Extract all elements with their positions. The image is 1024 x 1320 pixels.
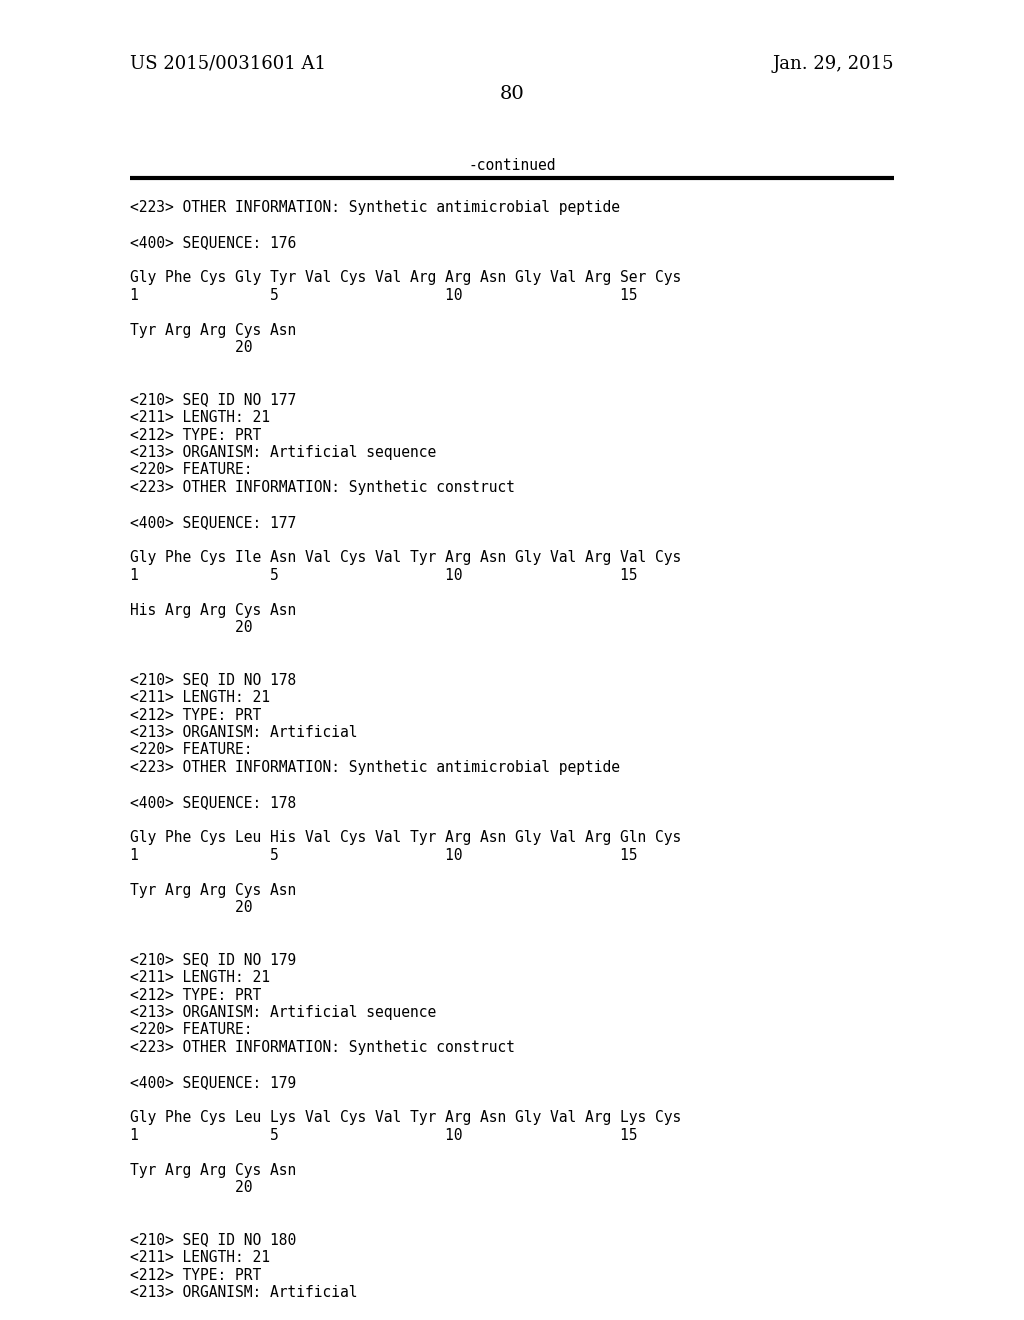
Text: 1               5                   10                  15: 1 5 10 15 (130, 1127, 638, 1143)
Text: <210> SEQ ID NO 180: <210> SEQ ID NO 180 (130, 1233, 296, 1247)
Text: Tyr Arg Arg Cys Asn: Tyr Arg Arg Cys Asn (130, 1163, 296, 1177)
Text: <211> LENGTH: 21: <211> LENGTH: 21 (130, 690, 270, 705)
Text: <400> SEQUENCE: 178: <400> SEQUENCE: 178 (130, 795, 296, 810)
Text: Gly Phe Cys Leu Lys Val Cys Val Tyr Arg Asn Gly Val Arg Lys Cys: Gly Phe Cys Leu Lys Val Cys Val Tyr Arg … (130, 1110, 681, 1125)
Text: 20: 20 (130, 1180, 253, 1195)
Text: 1               5                   10                  15: 1 5 10 15 (130, 847, 638, 862)
Text: Gly Phe Cys Leu His Val Cys Val Tyr Arg Asn Gly Val Arg Gln Cys: Gly Phe Cys Leu His Val Cys Val Tyr Arg … (130, 830, 681, 845)
Text: His Arg Arg Cys Asn: His Arg Arg Cys Asn (130, 602, 296, 618)
Text: <223> OTHER INFORMATION: Synthetic antimicrobial peptide: <223> OTHER INFORMATION: Synthetic antim… (130, 760, 620, 775)
Text: <400> SEQUENCE: 179: <400> SEQUENCE: 179 (130, 1074, 296, 1090)
Text: <220> FEATURE:: <220> FEATURE: (130, 462, 253, 478)
Text: Tyr Arg Arg Cys Asn: Tyr Arg Arg Cys Asn (130, 883, 296, 898)
Text: <213> ORGANISM: Artificial sequence: <213> ORGANISM: Artificial sequence (130, 1005, 436, 1020)
Text: Jan. 29, 2015: Jan. 29, 2015 (772, 55, 894, 73)
Text: <211> LENGTH: 21: <211> LENGTH: 21 (130, 411, 270, 425)
Text: <223> OTHER INFORMATION: Synthetic construct: <223> OTHER INFORMATION: Synthetic const… (130, 1040, 515, 1055)
Text: <220> FEATURE:: <220> FEATURE: (130, 1023, 253, 1038)
Text: <220> FEATURE:: <220> FEATURE: (130, 742, 253, 758)
Text: <223> OTHER INFORMATION: Synthetic antimicrobial peptide: <223> OTHER INFORMATION: Synthetic antim… (130, 201, 620, 215)
Text: <212> TYPE: PRT: <212> TYPE: PRT (130, 708, 261, 722)
Text: <210> SEQ ID NO 179: <210> SEQ ID NO 179 (130, 953, 296, 968)
Text: <212> TYPE: PRT: <212> TYPE: PRT (130, 428, 261, 442)
Text: 20: 20 (130, 341, 253, 355)
Text: Gly Phe Cys Gly Tyr Val Cys Val Arg Arg Asn Gly Val Arg Ser Cys: Gly Phe Cys Gly Tyr Val Cys Val Arg Arg … (130, 271, 681, 285)
Text: <400> SEQUENCE: 177: <400> SEQUENCE: 177 (130, 515, 296, 531)
Text: -continued: -continued (468, 158, 556, 173)
Text: 1               5                   10                  15: 1 5 10 15 (130, 288, 638, 302)
Text: US 2015/0031601 A1: US 2015/0031601 A1 (130, 55, 326, 73)
Text: 20: 20 (130, 900, 253, 915)
Text: <223> OTHER INFORMATION: Synthetic construct: <223> OTHER INFORMATION: Synthetic const… (130, 480, 515, 495)
Text: <213> ORGANISM: Artificial sequence: <213> ORGANISM: Artificial sequence (130, 445, 436, 459)
Text: Gly Phe Cys Ile Asn Val Cys Val Tyr Arg Asn Gly Val Arg Val Cys: Gly Phe Cys Ile Asn Val Cys Val Tyr Arg … (130, 550, 681, 565)
Text: 1               5                   10                  15: 1 5 10 15 (130, 568, 638, 582)
Text: <210> SEQ ID NO 177: <210> SEQ ID NO 177 (130, 392, 296, 408)
Text: 20: 20 (130, 620, 253, 635)
Text: <210> SEQ ID NO 178: <210> SEQ ID NO 178 (130, 672, 296, 688)
Text: <213> ORGANISM: Artificial: <213> ORGANISM: Artificial (130, 1284, 357, 1300)
Text: <213> ORGANISM: Artificial: <213> ORGANISM: Artificial (130, 725, 357, 741)
Text: 80: 80 (500, 84, 524, 103)
Text: <212> TYPE: PRT: <212> TYPE: PRT (130, 1267, 261, 1283)
Text: <400> SEQUENCE: 176: <400> SEQUENCE: 176 (130, 235, 296, 249)
Text: <211> LENGTH: 21: <211> LENGTH: 21 (130, 1250, 270, 1265)
Text: <211> LENGTH: 21: <211> LENGTH: 21 (130, 970, 270, 985)
Text: Tyr Arg Arg Cys Asn: Tyr Arg Arg Cys Asn (130, 322, 296, 338)
Text: <212> TYPE: PRT: <212> TYPE: PRT (130, 987, 261, 1002)
